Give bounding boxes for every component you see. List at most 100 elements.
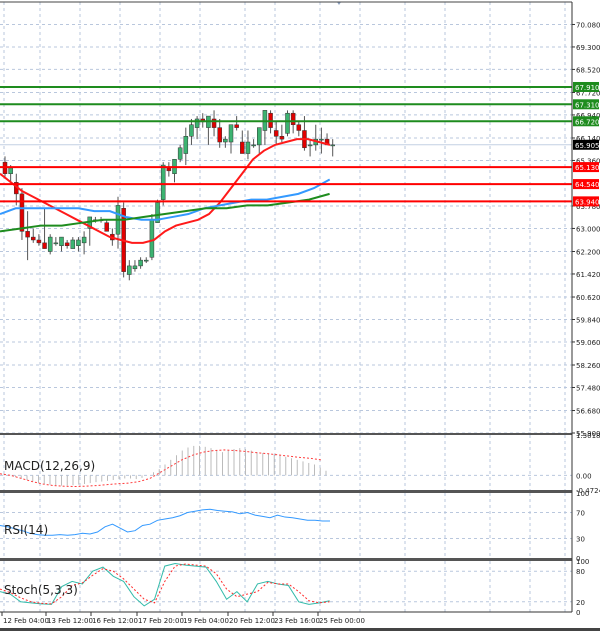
- macd-signal-line: [0, 449, 322, 488]
- candle[interactable]: [127, 260, 132, 281]
- y-tick-label: 59.840: [576, 316, 600, 324]
- candle[interactable]: [251, 139, 256, 148]
- y-tick-label: 1.3018: [576, 432, 600, 440]
- rsi-title: RSI(14): [4, 523, 48, 537]
- x-tick-label: 23 Feb 16:00: [274, 617, 320, 625]
- candle[interactable]: [42, 208, 47, 249]
- candle[interactable]: [245, 130, 251, 160]
- support-level-badge: [573, 196, 599, 207]
- current-price-badge: [573, 139, 599, 150]
- x-tick-label: 13 Feb 12:00: [47, 617, 93, 625]
- y-tick-label: 65.360: [576, 157, 600, 165]
- y-tick-label: 66.940: [576, 112, 600, 120]
- candle[interactable]: [285, 110, 290, 137]
- x-tick-label: 12 Feb 04:00: [3, 617, 49, 625]
- candle[interactable]: [177, 144, 183, 163]
- y-tick-label: 55.900: [576, 430, 600, 438]
- y-tick-label: 20: [576, 599, 585, 607]
- x-tick-label: 20 Feb 12:00: [229, 617, 275, 625]
- x-tick-label: 17 Feb 20:00: [138, 617, 184, 625]
- resistance-level-badge: [573, 81, 599, 92]
- candle[interactable]: [104, 219, 109, 232]
- y-tick-label: 63.780: [576, 203, 600, 211]
- y-tick-label: 62.200: [576, 248, 600, 256]
- candle[interactable]: [53, 237, 59, 246]
- candle[interactable]: [183, 127, 189, 166]
- pane-separator[interactable]: [0, 433, 572, 435]
- support-level-badge: [573, 162, 599, 173]
- pane-separator[interactable]: [0, 558, 572, 561]
- y-tick-label: 66.140: [576, 135, 600, 143]
- candle[interactable]: [47, 234, 53, 255]
- level-value: 63.940: [575, 198, 600, 206]
- candle[interactable]: [330, 139, 335, 157]
- candle[interactable]: [70, 237, 76, 249]
- y-tick-label: -0.4724: [576, 487, 600, 495]
- candle[interactable]: [211, 110, 217, 137]
- macd-title: MACD(12,26,9): [4, 459, 95, 473]
- y-tick-label: 70: [576, 510, 585, 518]
- level-value: 66.720: [575, 118, 600, 126]
- y-tick-label: 59.060: [576, 339, 600, 347]
- candle[interactable]: [81, 231, 87, 255]
- candle[interactable]: [257, 127, 262, 154]
- candle[interactable]: [319, 127, 324, 154]
- candle[interactable]: [31, 228, 36, 243]
- plot-area[interactable]: [0, 2, 572, 612]
- candle[interactable]: [194, 116, 200, 140]
- candle[interactable]: [144, 257, 149, 264]
- level-value: 67.310: [575, 101, 600, 109]
- x-tick-label: 19 Feb 04:00: [183, 617, 229, 625]
- level-value: 67.910: [575, 84, 600, 92]
- resistance-level-badge: [573, 99, 599, 110]
- level-value: 65.130: [575, 164, 600, 172]
- ma-green-line: [0, 192, 330, 233]
- y-tick-label: 67.720: [576, 89, 600, 97]
- y-tick-label: 0: [576, 555, 580, 563]
- y-tick-label: 60.620: [576, 294, 600, 302]
- candle[interactable]: [59, 236, 64, 252]
- pane-separator[interactable]: [0, 490, 572, 493]
- candle[interactable]: [132, 260, 138, 272]
- candle[interactable]: [228, 124, 234, 154]
- y-tick-label: 69.300: [576, 44, 600, 52]
- candle[interactable]: [217, 118, 222, 148]
- bottom-border: [0, 628, 600, 631]
- x-tick-label: 25 Feb 00:00: [319, 617, 365, 625]
- candle[interactable]: [36, 234, 42, 246]
- current-price-value: 65.905: [575, 142, 600, 150]
- support-level-badge: [573, 179, 599, 190]
- candle[interactable]: [25, 211, 30, 261]
- candle[interactable]: [149, 214, 155, 261]
- ma-blue-line: [0, 178, 331, 221]
- candle[interactable]: [240, 130, 245, 154]
- y-tick-label: 0: [576, 609, 580, 617]
- y-tick-label: 0.00: [576, 472, 592, 480]
- rsi-line: [0, 508, 330, 536]
- candle[interactable]: [19, 188, 25, 240]
- resistance-level-badge: [573, 116, 599, 127]
- y-tick-label: 63.000: [576, 225, 600, 233]
- shift-marker-icon[interactable]: [337, 2, 341, 5]
- candle[interactable]: [234, 116, 239, 131]
- candle[interactable]: [223, 136, 228, 148]
- y-tick-label: 61.420: [576, 271, 600, 279]
- y-tick-label: 68.520: [576, 66, 600, 74]
- y-tick-label: 100: [576, 490, 589, 498]
- x-tick-label: 16 Feb 12:00: [92, 617, 138, 625]
- y-tick-label: 100: [576, 558, 589, 566]
- y-tick-label: 70.080: [576, 21, 600, 29]
- candle[interactable]: [279, 124, 285, 143]
- candle[interactable]: [296, 121, 302, 137]
- stoch-d-line: [0, 563, 330, 605]
- candle[interactable]: [307, 139, 313, 157]
- candle[interactable]: [64, 239, 70, 249]
- y-tick-label: 57.480: [576, 384, 600, 392]
- candle[interactable]: [76, 237, 81, 252]
- y-tick-label: 56.680: [576, 408, 600, 416]
- y-tick-label: 30: [576, 536, 585, 544]
- candle[interactable]: [138, 257, 143, 269]
- candle[interactable]: [189, 118, 194, 145]
- candle[interactable]: [273, 121, 279, 145]
